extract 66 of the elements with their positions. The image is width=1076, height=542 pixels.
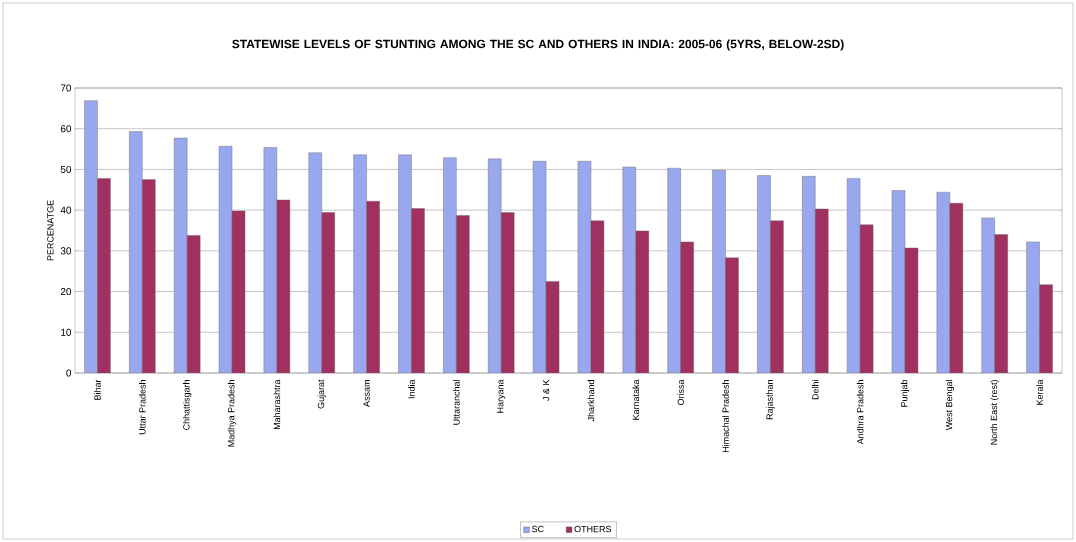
- x-tick-label: West Bengal: [945, 380, 955, 431]
- y-tick-label: 50: [60, 165, 72, 173]
- y-tick-label: 30: [60, 247, 72, 255]
- bar: [757, 175, 771, 373]
- x-tick-label: Rajasthan: [766, 380, 775, 420]
- bar: [84, 100, 98, 373]
- chart-title: STATEWISE LEVELS OF STUNTING AMONG THE SC AND OTHERS IN INDIA: 2005-06 (5YRS, BELOW-2SD): [232, 39, 844, 51]
- bar: [366, 200, 380, 373]
- y-tick-label: 60: [60, 125, 72, 133]
- bar: [936, 192, 951, 373]
- y-tick-label: 20: [60, 288, 72, 296]
- x-tick-label: Uttar Pradesh: [139, 380, 146, 435]
- x-tick-label: Jharkhand: [587, 380, 595, 422]
- bar: [622, 166, 636, 373]
- x-tick-label: Haryana: [497, 379, 506, 413]
- x-tick-label: North East (rest): [990, 380, 999, 445]
- bar: [680, 241, 694, 373]
- x-tick-label: Madhya Pradesh: [227, 380, 237, 447]
- bar: [173, 137, 188, 373]
- bar: [321, 212, 335, 373]
- x-tick-label: Maharashtra: [273, 379, 281, 430]
- y-axis-title: PERCENATGE: [47, 200, 54, 261]
- bar: [456, 215, 470, 373]
- bar: [712, 170, 726, 373]
- x-tick-label: India: [408, 379, 415, 399]
- bar: [142, 179, 156, 373]
- x-tick-label: Delhi: [811, 380, 819, 400]
- bar: [802, 176, 816, 373]
- legend-label: SC: [532, 525, 544, 533]
- x-tick-label: Gujarat: [317, 379, 326, 409]
- bar: [1026, 241, 1040, 373]
- x-tick-label: Kerala: [1036, 379, 1043, 405]
- bar: [308, 152, 322, 373]
- bar: [411, 208, 425, 373]
- y-tick-label: 0: [66, 369, 72, 377]
- x-tick-label: Orissa: [677, 379, 684, 405]
- bar: [398, 154, 412, 373]
- bar: [994, 234, 1008, 373]
- y-tick-label: 10: [61, 328, 72, 336]
- bar: [129, 131, 143, 373]
- bar: [353, 154, 367, 373]
- bar: [949, 203, 964, 373]
- legend-label: OTHERS: [574, 525, 612, 533]
- x-tick-label: Assam: [363, 380, 370, 407]
- x-tick-label: J & K: [542, 379, 550, 401]
- x-tick-label: Himachal Pradesh: [722, 380, 729, 453]
- x-tick-label: Karnataka: [632, 379, 640, 420]
- y-tick-label: 70: [60, 84, 72, 92]
- bar: [1039, 284, 1053, 373]
- y-tick-label: 40: [60, 206, 72, 214]
- bar: [501, 212, 515, 373]
- bar: [725, 257, 739, 373]
- bar: [667, 168, 681, 373]
- bar: [981, 217, 995, 373]
- x-tick-label: Chhattisgarh: [182, 380, 192, 430]
- x-tick-label: Uttaranchal: [453, 380, 460, 425]
- x-tick-label: Bihar: [94, 379, 101, 400]
- bar: [186, 235, 201, 373]
- x-tick-label: Andhra Pradesh: [856, 380, 864, 445]
- bar: [815, 208, 829, 373]
- bar: [488, 158, 502, 373]
- x-tick-label: Punjab: [900, 379, 910, 407]
- bar: [97, 178, 111, 373]
- bar: [635, 230, 649, 373]
- bar: [443, 157, 457, 373]
- bar: [770, 220, 784, 373]
